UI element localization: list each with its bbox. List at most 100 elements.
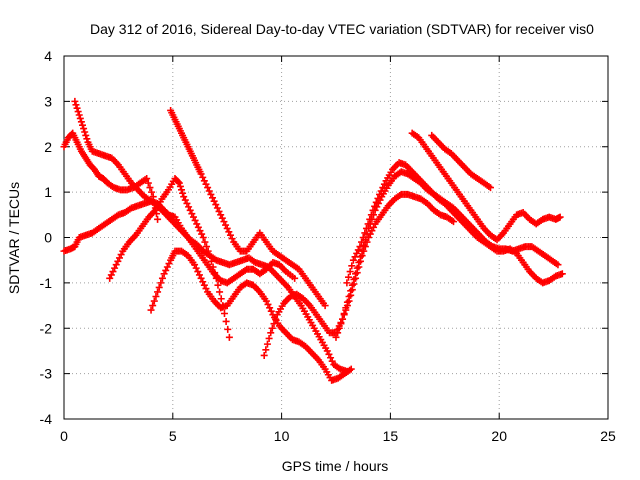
- data-point: [358, 238, 366, 246]
- data-point: [215, 207, 223, 215]
- data-point: [183, 199, 191, 207]
- data-point: [332, 333, 340, 341]
- data-point: [351, 253, 359, 261]
- data-point: [371, 202, 379, 210]
- data-point: [109, 268, 117, 276]
- data-point: [342, 304, 350, 312]
- data-point: [206, 252, 214, 260]
- data-point: [152, 292, 160, 300]
- data-point: [179, 189, 187, 197]
- data-point: [200, 281, 208, 289]
- x-axis-label: GPS time / hours: [282, 458, 389, 474]
- data-point: [328, 357, 336, 365]
- data-point: [210, 197, 218, 205]
- data-point: [191, 216, 199, 224]
- data-point: [197, 274, 205, 282]
- data-point: [361, 229, 369, 237]
- x-tick-label: 5: [169, 428, 177, 444]
- data-point: [270, 320, 278, 328]
- data-point: [107, 271, 115, 279]
- x-tick-label: 25: [600, 428, 616, 444]
- data-point: [223, 224, 231, 232]
- data-point: [203, 243, 211, 251]
- data-point: [143, 175, 151, 183]
- data-point: [160, 270, 168, 278]
- data-point: [364, 220, 372, 228]
- data-point: [214, 281, 222, 289]
- data-point: [355, 258, 363, 266]
- data-point: [347, 287, 355, 295]
- data-point: [202, 180, 210, 188]
- data-point: [356, 243, 364, 251]
- chart-title: Day 312 of 2016, Sidereal Day-to-day VTE…: [90, 21, 594, 37]
- data-point: [200, 177, 208, 185]
- plot-frame: [63, 55, 609, 420]
- data-point: [350, 275, 358, 283]
- data-point: [348, 281, 356, 289]
- x-tick-label: 15: [383, 428, 399, 444]
- series-arc-5: [147, 247, 355, 384]
- y-tick-label: -3: [40, 366, 53, 382]
- data-point: [72, 101, 80, 109]
- data-point: [267, 307, 275, 315]
- data-point: [158, 274, 166, 282]
- data-point: [272, 315, 280, 323]
- data-point: [370, 223, 378, 231]
- data-point: [268, 324, 276, 332]
- data-point: [81, 128, 89, 136]
- data-point: [340, 310, 348, 318]
- data-point: [321, 302, 329, 310]
- data-point: [263, 340, 271, 348]
- data-points: [60, 97, 566, 384]
- data-point: [345, 292, 353, 300]
- data-point: [558, 270, 566, 278]
- data-point: [117, 251, 125, 259]
- y-tick-label: 3: [44, 93, 52, 109]
- x-tick-label: 0: [60, 428, 68, 444]
- data-point: [205, 187, 213, 195]
- data-point: [181, 196, 189, 204]
- y-tick-label: 4: [44, 48, 52, 64]
- y-tick-label: -2: [40, 320, 53, 336]
- data-point: [204, 184, 212, 192]
- data-point: [267, 329, 275, 337]
- data-point: [112, 261, 120, 269]
- data-point: [352, 270, 360, 278]
- data-point: [343, 298, 351, 306]
- data-point: [186, 206, 194, 214]
- data-point: [189, 213, 197, 221]
- data-point: [264, 300, 272, 308]
- data-point: [262, 346, 270, 354]
- data-point: [83, 135, 91, 143]
- y-tick-label: 1: [44, 184, 52, 200]
- data-point: [225, 333, 233, 341]
- data-point: [154, 215, 162, 223]
- data-point: [374, 194, 382, 202]
- data-point: [217, 211, 225, 219]
- data-point: [175, 179, 183, 187]
- data-point: [76, 114, 84, 122]
- data-point: [209, 263, 217, 271]
- data-point: [71, 97, 79, 105]
- y-tick-label: -4: [40, 411, 53, 427]
- data-point: [75, 111, 83, 119]
- data-point: [366, 215, 374, 223]
- data-point: [180, 193, 188, 201]
- data-point: [194, 223, 202, 231]
- data-point: [266, 304, 274, 312]
- data-point: [367, 211, 375, 219]
- data-point: [354, 246, 362, 254]
- data-point: [369, 206, 377, 214]
- data-point: [228, 235, 236, 243]
- data-point: [212, 274, 220, 282]
- x-tick-label: 20: [491, 428, 507, 444]
- data-point: [199, 278, 207, 286]
- data-point: [162, 266, 170, 274]
- data-point: [345, 273, 353, 281]
- x-tick-label: 10: [274, 428, 290, 444]
- data-point: [199, 234, 207, 241]
- data-point: [291, 274, 299, 282]
- y-tick-label: 0: [44, 230, 52, 246]
- series-arc-10: [408, 129, 564, 244]
